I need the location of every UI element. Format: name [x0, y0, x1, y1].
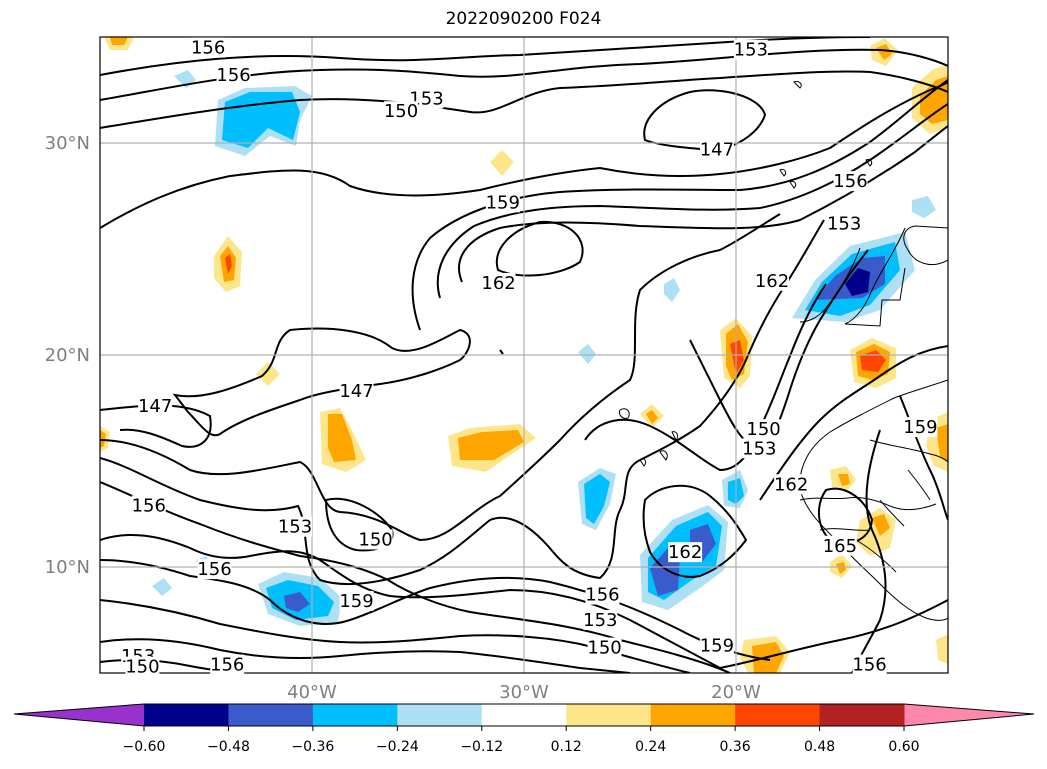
- contour-label: 150: [587, 638, 621, 659]
- contour-label-background: [585, 584, 620, 605]
- lat-tick-label: 10°N: [45, 557, 90, 578]
- contour-label: 162: [774, 474, 808, 495]
- colorbar: −0.60 −0.48 −0.36 −0.24 −0.12 0.12 0.24 0.36 0.4…: [13, 703, 1035, 755]
- contour-label-background: [339, 381, 374, 402]
- colorbar-segment: [819, 704, 905, 726]
- contour-label-background: [339, 590, 374, 611]
- contour-label-background: [827, 213, 862, 234]
- contour-label: 156: [585, 585, 619, 606]
- contour-label: 162: [481, 273, 515, 294]
- colorbar-segments: [144, 704, 905, 726]
- contour-label-background: [485, 192, 520, 213]
- colorbar-tick-label: −0.36: [291, 739, 334, 755]
- contour-label-background: [481, 272, 516, 293]
- contour-label: 147: [339, 381, 373, 402]
- contour-label-background: [822, 535, 857, 556]
- contour-label-background: [755, 270, 790, 291]
- contour-label: 156: [833, 171, 867, 192]
- contour-label-background: [131, 495, 166, 516]
- colorbar-ticks: −0.60 −0.48 −0.36 −0.24 −0.12 0.12 0.24 0.36 0.4…: [123, 726, 920, 755]
- contour-label-background: [852, 654, 887, 675]
- contour-label-background: [278, 516, 313, 537]
- plot-title: 2022090200 F024: [445, 9, 602, 29]
- contour-label: 156: [210, 655, 244, 676]
- lat-tick-label: 20°N: [45, 345, 90, 366]
- contour-label: 159: [486, 192, 520, 213]
- contour-label: 156: [191, 38, 225, 59]
- colorbar-tick-label: 0.24: [635, 739, 666, 755]
- colorbar-segment: [228, 704, 314, 726]
- lon-tick-label: 30°W: [499, 682, 549, 703]
- contour-label-background: [138, 395, 173, 416]
- colorbar-tick-label: 0.60: [888, 739, 919, 755]
- contour-label-background: [197, 559, 232, 580]
- contour-label: 159: [903, 417, 937, 438]
- contour-label: 156: [197, 559, 231, 580]
- contour-label-background: [699, 139, 734, 160]
- contour-label: 153: [827, 214, 861, 235]
- contour-label-background: [384, 101, 419, 122]
- colorbar-underflow-arrow: [14, 704, 144, 726]
- colorbar-segment: [566, 704, 652, 726]
- colorbar-segment: [481, 704, 567, 726]
- colorbar-tick-label: 0.36: [720, 739, 751, 755]
- contour-label-background: [699, 635, 734, 656]
- contour-label-background: [583, 610, 618, 630]
- colorbar-segment: [144, 704, 229, 726]
- contour-label: 156: [852, 655, 886, 676]
- contour-label: 156: [216, 65, 250, 86]
- contour-label-background: [125, 656, 160, 677]
- map-frame: [99, 36, 949, 674]
- contour-label-background: [216, 65, 251, 86]
- contour-label: 150: [125, 657, 159, 678]
- colorbar-tick-label: −0.24: [376, 739, 419, 755]
- contour-label-background: [746, 419, 781, 440]
- contour-label: 165: [823, 536, 857, 557]
- contour-label: 153: [278, 517, 312, 538]
- colorbar-tick-label: 0.48: [804, 739, 835, 755]
- colorbar-segment: [312, 704, 398, 726]
- contour-label: 153: [734, 40, 768, 61]
- axis-labels: 40°W 30°W 20°W 30°N 20°N 10°N: [45, 133, 761, 703]
- contour-label-background: [903, 417, 938, 438]
- contour-label: 150: [358, 529, 392, 550]
- contour-label: 162: [668, 542, 702, 563]
- contour-label: 162: [755, 271, 789, 292]
- contour-label-background: [833, 171, 868, 192]
- contour-label: 156: [132, 496, 166, 517]
- contour-label-background: [733, 39, 768, 60]
- contour-label-background: [587, 637, 622, 658]
- contour-label-background: [668, 542, 703, 563]
- colorbar-tick-label: 0.12: [551, 739, 582, 755]
- contour-label: 147: [700, 139, 734, 160]
- colorbar-overflow-arrow: [904, 704, 1034, 726]
- colorbar-tick-label: −0.60: [123, 739, 166, 755]
- contour-label: 150: [384, 101, 418, 122]
- lon-tick-label: 20°W: [711, 682, 761, 703]
- contour-label-background: [191, 37, 226, 58]
- contour-label-background: [774, 474, 809, 495]
- contour-label: 159: [339, 591, 373, 612]
- contour-label: 159: [700, 635, 734, 656]
- colorbar-tick-label: −0.48: [207, 739, 250, 755]
- contour-label: 153: [742, 438, 776, 459]
- contour-label-background: [742, 438, 777, 459]
- colorbar-tick-label: −0.12: [460, 739, 503, 755]
- colorbar-segment: [650, 704, 736, 726]
- contour-label: 150: [746, 419, 780, 440]
- colorbar-segment: [397, 704, 483, 726]
- coastlines: [799, 225, 948, 621]
- lon-tick-label: 40°W: [287, 682, 337, 703]
- colorbar-segment: [735, 704, 821, 726]
- graticule: [100, 37, 948, 673]
- lat-tick-label: 30°N: [45, 133, 90, 154]
- contour-label: 153: [583, 610, 617, 631]
- contour-label-background: [210, 654, 245, 675]
- height-contours: [100, 37, 948, 673]
- contour-label: 147: [138, 396, 172, 417]
- contour-label-background: [358, 529, 393, 550]
